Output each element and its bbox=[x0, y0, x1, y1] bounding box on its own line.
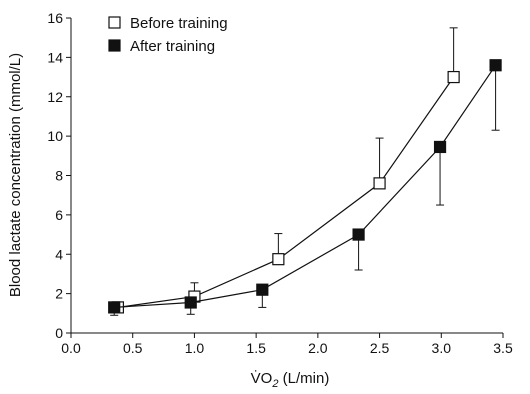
legend: Before training After training bbox=[108, 15, 228, 55]
x-ticks: 0.0 0.5 1.0 1.5 2.0 2.5 3.0 3.5 bbox=[61, 333, 513, 356]
x-axis-title: V̇O2 (L/min) bbox=[251, 370, 330, 390]
y-tick-label: 10 bbox=[47, 128, 63, 144]
y-tick-label: 14 bbox=[47, 49, 63, 65]
x-tick-label: 0.5 bbox=[123, 340, 143, 356]
series-after bbox=[108, 59, 502, 316]
legend-marker-after bbox=[108, 39, 121, 52]
data-point-before bbox=[272, 253, 285, 266]
y-ticks: 0 2 4 6 8 10 12 14 16 bbox=[47, 10, 71, 341]
data-point-after bbox=[489, 59, 502, 72]
legend-label-after: After training bbox=[130, 38, 215, 55]
x-tick-label: 1.0 bbox=[185, 340, 205, 356]
y-axis-title: Blood lactate concentration (mmol/L) bbox=[7, 53, 24, 297]
data-point-after bbox=[108, 301, 121, 314]
legend-label-before: Before training bbox=[130, 15, 228, 32]
y-tick-label: 4 bbox=[55, 246, 63, 262]
y-tick-label: 8 bbox=[55, 168, 63, 184]
x-axis-title-suffix: (L/min) bbox=[278, 370, 329, 387]
y-tick-label: 0 bbox=[55, 325, 63, 341]
series-line-after bbox=[114, 64, 497, 308]
x-axis-title-prefix: V̇O bbox=[251, 370, 273, 387]
y-tick-label: 16 bbox=[47, 10, 63, 26]
data-point-after bbox=[433, 140, 447, 154]
legend-item-after: After training bbox=[108, 38, 215, 55]
x-tick-label: 3.0 bbox=[432, 340, 452, 356]
series-before bbox=[111, 27, 460, 314]
series-layer bbox=[108, 27, 502, 316]
x-axis-title-subscript: 2 bbox=[271, 378, 278, 390]
data-point-after bbox=[184, 296, 197, 309]
y-tick-label: 12 bbox=[47, 89, 63, 105]
x-tick-label: 2.5 bbox=[370, 340, 390, 356]
legend-marker-before bbox=[108, 16, 121, 29]
data-point-before bbox=[447, 70, 460, 84]
x-tick-label: 2.0 bbox=[308, 340, 328, 356]
axes bbox=[70, 18, 503, 334]
data-point-after bbox=[352, 228, 365, 241]
series-line-before bbox=[117, 76, 455, 308]
data-point-after bbox=[256, 283, 269, 296]
data-point-before bbox=[373, 177, 386, 190]
y-tick-label: 6 bbox=[55, 207, 63, 223]
x-tick-label: 3.5 bbox=[493, 340, 513, 356]
x-tick-label: 1.5 bbox=[246, 340, 266, 356]
x-tick-label: 0.0 bbox=[61, 340, 81, 356]
y-tick-label: 2 bbox=[55, 286, 63, 302]
legend-item-before: Before training bbox=[108, 15, 228, 32]
